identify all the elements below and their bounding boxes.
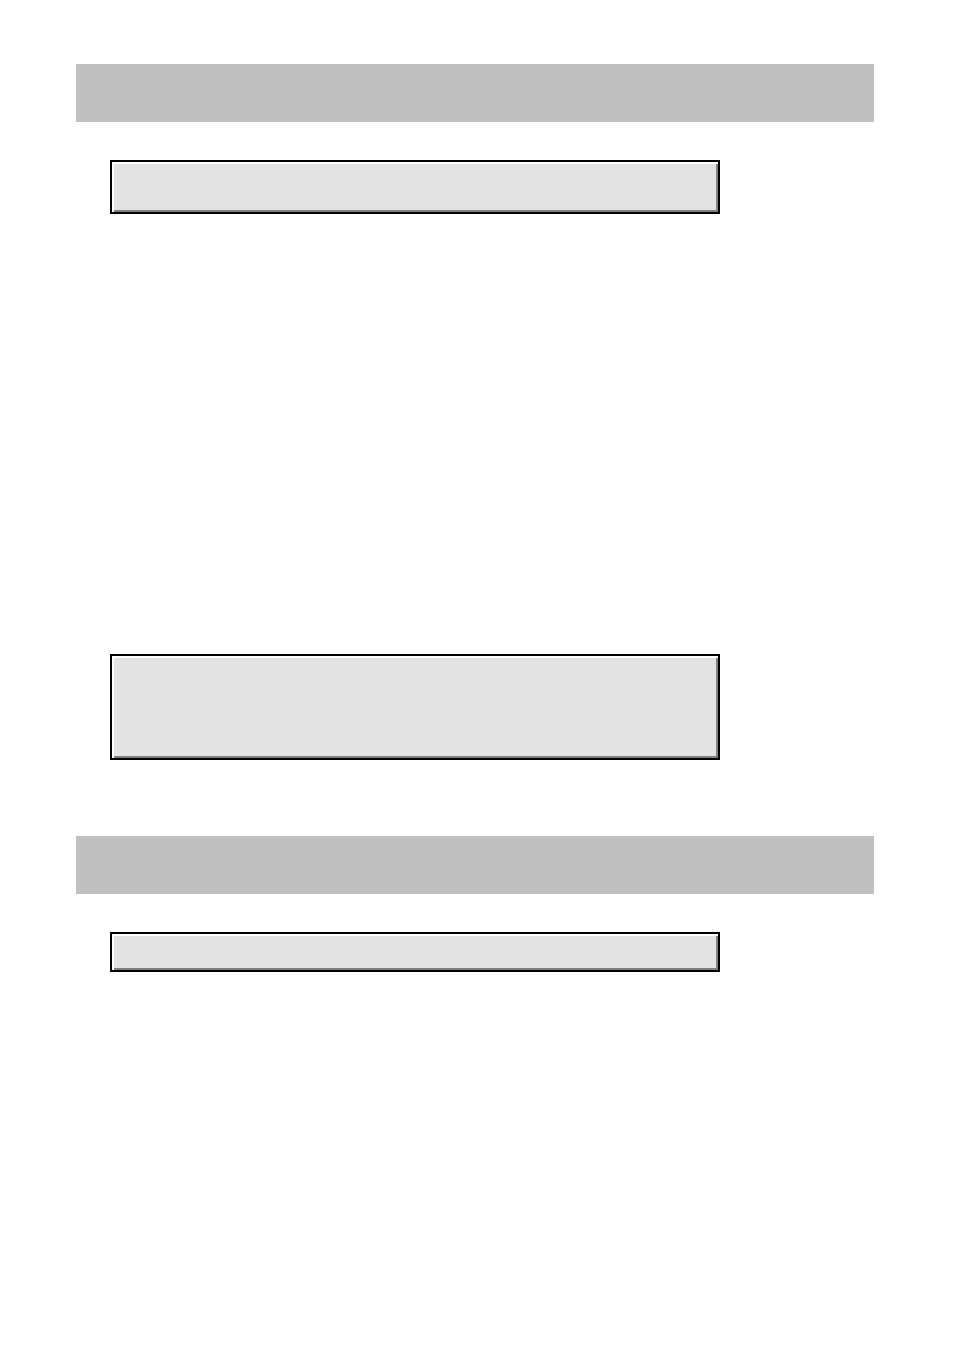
content-box <box>110 654 720 760</box>
content-box <box>110 160 720 214</box>
section-banner <box>76 836 874 894</box>
page <box>0 0 954 1350</box>
section-banner <box>76 64 874 122</box>
content-box <box>110 932 720 972</box>
